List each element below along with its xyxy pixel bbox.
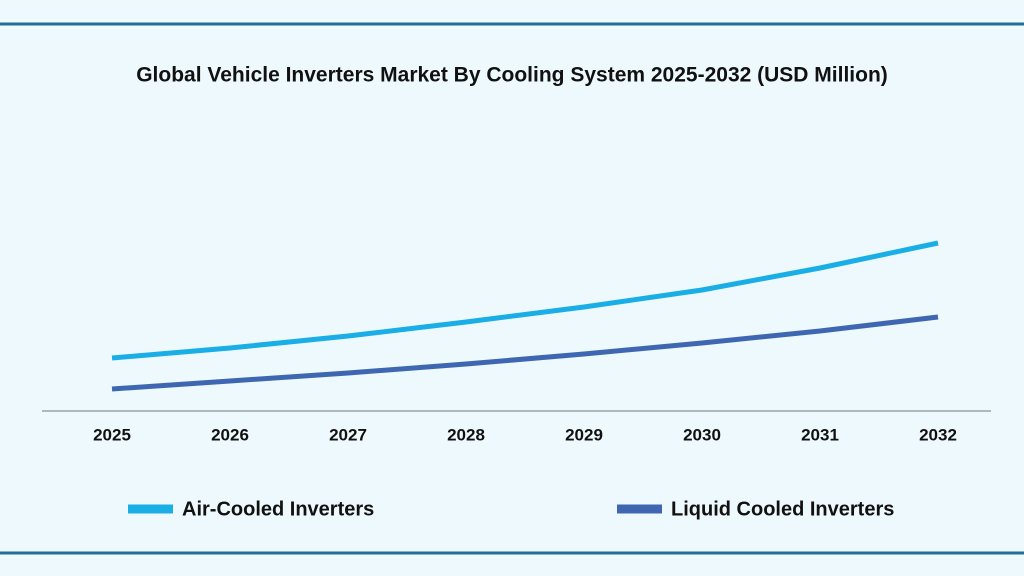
x-tick-label: 2027 <box>329 425 367 444</box>
x-tick-label: 2031 <box>801 425 839 444</box>
x-tick-label: 2029 <box>565 425 603 444</box>
series-line <box>111 240 939 361</box>
x-tick-label: 2030 <box>683 425 721 444</box>
series-line <box>111 314 939 392</box>
legend-label: Liquid Cooled Inverters <box>671 498 894 520</box>
chart-title: Global Vehicle Inverters Market By Cooli… <box>136 64 888 87</box>
x-tick-label: 2028 <box>447 425 485 444</box>
x-tick-label: 2025 <box>93 425 131 444</box>
legend-label: Air-Cooled Inverters <box>182 498 374 520</box>
x-tick-label: 2032 <box>919 425 957 444</box>
x-tick-label: 2026 <box>211 425 249 444</box>
